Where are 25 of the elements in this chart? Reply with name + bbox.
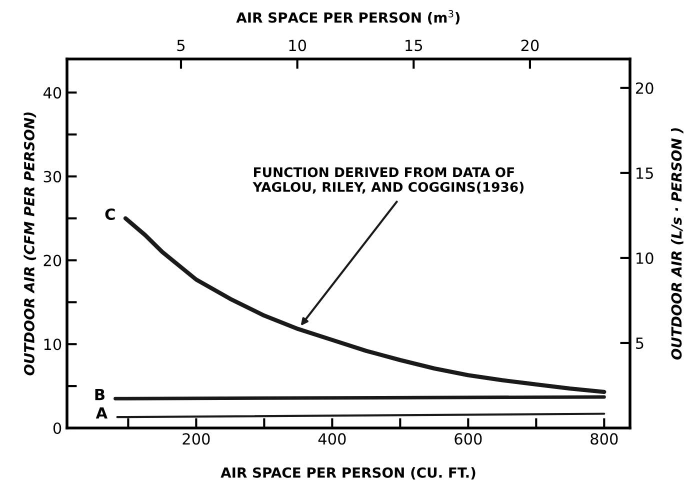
x2-axis-title: AIR SPACE PER PERSON (m$^{3}$) <box>236 10 460 24</box>
x2-tick-label: 15 <box>406 40 422 52</box>
annotation: A <box>96 407 108 419</box>
annotation: C <box>105 208 115 220</box>
y2-axis-title: OUTDOOR AIR (L/s · PERSON ) <box>670 128 684 360</box>
annotation: FUNCTION DERIVED FROM DATA OF YAGLOU, RILEY, AND COGGINS(1936) <box>252 167 524 194</box>
x2-tick-label: 5 <box>177 40 185 52</box>
x-tick-label: 400 <box>318 433 346 445</box>
y-axis-title: OUTDOOR AIR (CFM PER PERSON) <box>24 112 36 376</box>
y2-tick-label: 5 <box>636 338 644 349</box>
x-axis-title: AIR SPACE PER PERSON (CU. FT.) <box>220 467 476 480</box>
x2-tick-label: 10 <box>289 40 306 52</box>
y-tick-label: 0 <box>53 422 62 434</box>
x-tick-label: 800 <box>590 433 618 445</box>
y-tick-label: 10 <box>44 338 62 350</box>
y-tick-label: 40 <box>43 87 62 99</box>
y-tick-label: 20 <box>44 254 62 266</box>
x2-tick-label: 20 <box>521 40 539 52</box>
y2-tick-label: 15 <box>636 168 653 179</box>
y2-tick-label: 20 <box>636 82 654 94</box>
x-tick-label: 600 <box>454 433 482 445</box>
y2-tick-label: 10 <box>636 252 654 264</box>
x-tick-label: 200 <box>182 433 210 445</box>
y-tick-label: 30 <box>44 170 62 182</box>
annotation: B <box>95 388 104 400</box>
